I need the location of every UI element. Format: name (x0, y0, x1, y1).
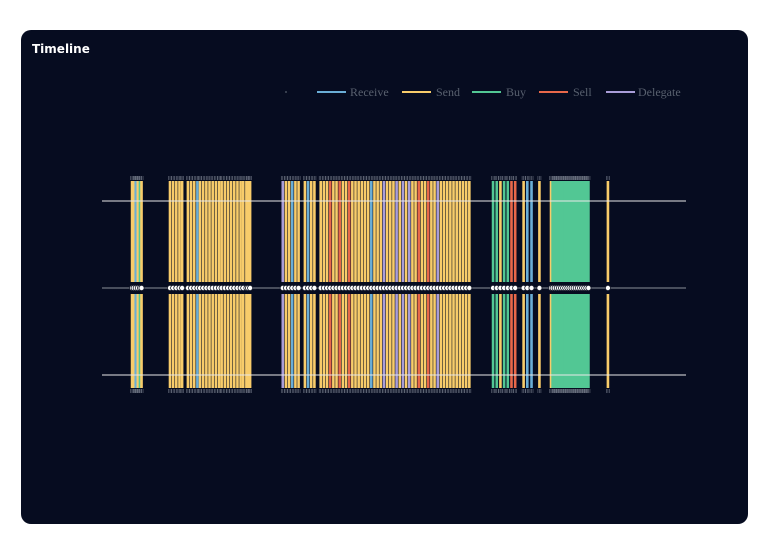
legend-item-send[interactable]: Send (402, 85, 460, 99)
timeline-chart: Receive Send Buy Sell Delegate (102, 85, 686, 393)
event-dot[interactable] (528, 284, 535, 291)
event-dot[interactable] (585, 284, 592, 291)
legend-label-buy: Buy (506, 85, 526, 99)
legend-label-receive: Receive (350, 85, 389, 99)
event-dot[interactable] (604, 284, 611, 291)
event-dot[interactable] (466, 284, 473, 291)
legend-dot-marker (285, 91, 287, 93)
chart-legend: Receive Send Buy Sell Delegate (285, 85, 681, 99)
legend-item-delegate[interactable]: Delegate (606, 85, 681, 99)
event-dots (129, 284, 611, 291)
legend-item-buy[interactable]: Buy (472, 85, 526, 99)
plot-area (102, 176, 686, 393)
legend-item-sell[interactable]: Sell (539, 85, 592, 99)
legend-label-sell: Sell (573, 85, 592, 99)
event-dot[interactable] (512, 284, 519, 291)
event-dot[interactable] (295, 284, 302, 291)
event-dot[interactable] (536, 284, 543, 291)
event-dot[interactable] (311, 284, 318, 291)
event-dot[interactable] (179, 284, 186, 291)
event-dot[interactable] (247, 284, 254, 291)
legend-label-send: Send (436, 85, 460, 99)
card-title: Timeline (32, 42, 90, 56)
legend-item-receive[interactable]: Receive (317, 85, 389, 99)
timeline-card: Timeline Receive Send Buy Sell Delegate (21, 30, 748, 524)
legend-label-delegate: Delegate (638, 85, 681, 99)
event-dot[interactable] (138, 284, 145, 291)
